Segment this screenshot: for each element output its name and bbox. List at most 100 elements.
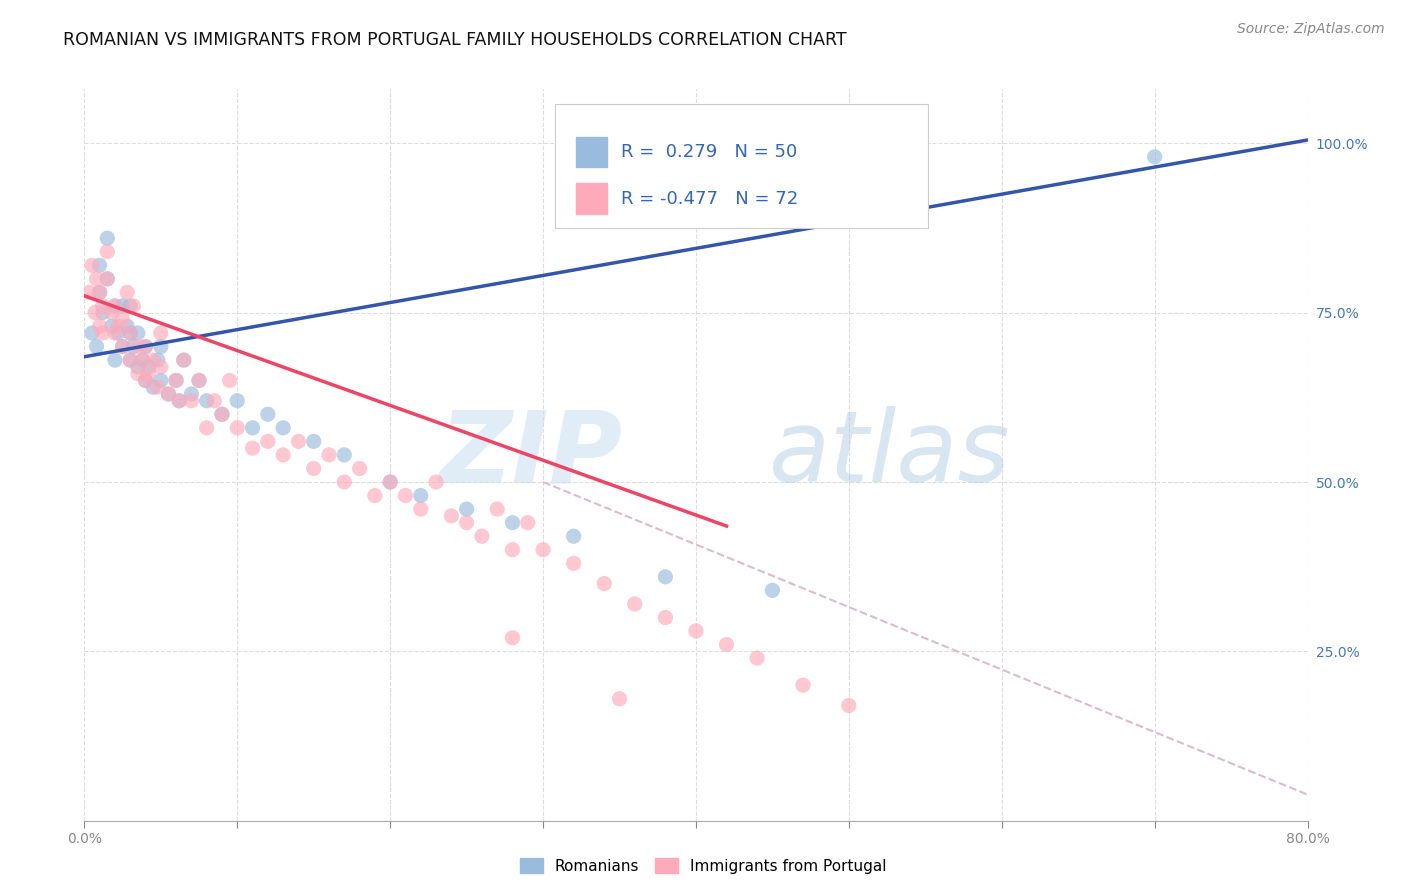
Point: [138, 359, 160, 374]
Point: [226, 421, 249, 435]
Point: [107, 326, 129, 340]
Point: [115, 285, 138, 300]
Point: [716, 638, 738, 652]
Point: [502, 542, 524, 557]
Point: [84, 306, 107, 320]
Point: [120, 326, 142, 340]
Point: [562, 556, 585, 570]
Point: [127, 367, 149, 381]
Point: [111, 340, 134, 354]
Point: [318, 448, 340, 462]
Point: [271, 448, 294, 462]
Point: [120, 326, 142, 340]
Point: [111, 299, 134, 313]
Point: [89, 285, 111, 300]
Point: [96, 244, 118, 259]
Point: [302, 461, 325, 475]
Point: [111, 312, 134, 326]
Point: [142, 353, 165, 368]
Point: [86, 340, 108, 354]
Point: [838, 698, 860, 713]
Point: [135, 373, 157, 387]
Point: [287, 434, 309, 449]
Point: [146, 353, 169, 368]
Point: [502, 516, 524, 530]
Point: [96, 272, 118, 286]
Point: [104, 326, 127, 340]
Point: [195, 393, 218, 408]
Point: [165, 373, 187, 387]
Point: [654, 610, 676, 624]
Point: [180, 393, 202, 408]
Point: [456, 516, 478, 530]
Point: [91, 326, 114, 340]
Point: [127, 340, 149, 354]
Point: [89, 258, 111, 272]
Point: [104, 299, 127, 313]
Point: [167, 393, 190, 408]
Point: [135, 340, 157, 354]
Point: [218, 373, 240, 387]
Point: [349, 461, 371, 475]
Point: [122, 340, 145, 354]
Point: [101, 306, 124, 320]
Point: [122, 299, 145, 313]
Point: [149, 359, 172, 374]
Legend: Romanians, Immigrants from Portugal: Romanians, Immigrants from Portugal: [513, 852, 893, 880]
Point: [101, 319, 124, 334]
Point: [226, 393, 249, 408]
Point: [167, 393, 190, 408]
Point: [89, 285, 111, 300]
Point: [425, 475, 447, 489]
Point: [120, 299, 142, 313]
Point: [80, 258, 103, 272]
FancyBboxPatch shape: [555, 103, 928, 228]
Text: R =  0.279   N = 50: R = 0.279 N = 50: [621, 143, 797, 161]
Bar: [576, 184, 606, 214]
Point: [127, 326, 149, 340]
Point: [89, 319, 111, 334]
Point: [211, 407, 233, 421]
Point: [257, 434, 280, 449]
Point: [107, 319, 129, 334]
Point: [149, 373, 172, 387]
Point: [86, 272, 108, 286]
Point: [91, 299, 114, 313]
Point: [188, 373, 211, 387]
Point: [104, 353, 127, 368]
Point: [242, 421, 264, 435]
Point: [120, 353, 142, 368]
Point: [271, 421, 294, 435]
Point: [562, 529, 585, 543]
Point: [1143, 150, 1166, 164]
Point: [409, 489, 432, 503]
Point: [531, 542, 554, 557]
Point: [380, 475, 402, 489]
Point: [440, 508, 463, 523]
Point: [131, 353, 153, 368]
Point: [80, 326, 103, 340]
Point: [120, 353, 142, 368]
Point: [654, 570, 676, 584]
Point: [609, 691, 631, 706]
Point: [593, 576, 616, 591]
Text: atlas: atlas: [769, 407, 1011, 503]
Point: [157, 387, 180, 401]
Point: [761, 583, 783, 598]
Point: [747, 651, 769, 665]
Point: [302, 434, 325, 449]
Point: [96, 231, 118, 245]
Point: [180, 387, 202, 401]
Bar: [576, 136, 606, 168]
Point: [77, 285, 100, 300]
Point: [257, 407, 280, 421]
Point: [202, 393, 225, 408]
Text: ZIP: ZIP: [440, 407, 623, 503]
Point: [502, 631, 524, 645]
Point: [380, 475, 402, 489]
Point: [685, 624, 707, 638]
Point: [211, 407, 233, 421]
Text: R = -0.477   N = 72: R = -0.477 N = 72: [621, 190, 799, 208]
Point: [624, 597, 647, 611]
Point: [127, 359, 149, 374]
